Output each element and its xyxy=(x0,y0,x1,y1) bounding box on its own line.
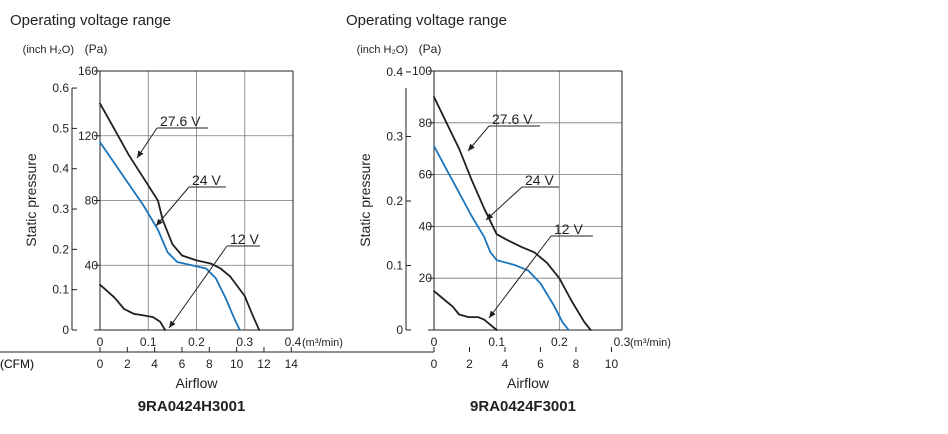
x-tick-label-m3min: 0.4 xyxy=(285,335,302,349)
x-tick-label-cfm: 0 xyxy=(431,357,438,371)
curve-label: 27.6 V xyxy=(492,111,533,127)
callout-leader xyxy=(168,245,228,329)
y-tick-label-inch: 0 xyxy=(396,323,403,337)
series-line-12v xyxy=(433,290,498,331)
y-tick-label-pa: 100 xyxy=(412,64,432,78)
callout-leader xyxy=(155,186,190,227)
x-tick-label-cfm: 10 xyxy=(605,357,619,371)
curve-label: 27.6 V xyxy=(160,113,201,129)
callout-arrowhead xyxy=(156,218,163,226)
y-tick-label-pa: 80 xyxy=(85,194,99,208)
curve-label: 12 V xyxy=(554,221,583,237)
x-tick-label-cfm: 10 xyxy=(230,357,244,371)
callout-leader xyxy=(485,186,523,221)
callout-arrowhead xyxy=(137,150,144,158)
y-tick-label-inch: 0.1 xyxy=(52,283,69,297)
x-tick-label-m3min: 0.2 xyxy=(188,335,205,349)
series-line-24v xyxy=(99,141,241,331)
x-tick-label-cfm: 6 xyxy=(179,357,186,371)
series-line-12v xyxy=(99,283,167,331)
y-tick-label-inch: 0.1 xyxy=(386,258,403,272)
x-tick-label-cfm: 8 xyxy=(206,357,213,371)
y-tick-label-pa: 120 xyxy=(78,129,98,143)
y-tick-label-inch: 0.5 xyxy=(52,121,69,135)
y-unit-inch: (inch H₂O) xyxy=(357,44,408,56)
curve-label: 24 V xyxy=(525,172,554,188)
chart-title: Operating voltage range xyxy=(346,12,507,29)
y-tick-label-pa: 60 xyxy=(419,168,433,182)
x-tick-label-cfm: 12 xyxy=(257,357,271,371)
y-tick-label-inch: 0.6 xyxy=(52,81,69,95)
x-axis-title: Airflow xyxy=(507,375,550,391)
series-line-276v xyxy=(99,102,261,331)
chart-2: Operating voltage range(inch H₂O) (Pa)204… xyxy=(0,12,671,415)
x-tick-label-cfm: 14 xyxy=(285,357,299,371)
callout-arrowhead xyxy=(489,310,496,318)
y-tick-label-pa: 40 xyxy=(85,258,99,272)
x-tick-label-m3min: 0 xyxy=(97,335,104,349)
x-tick-label-m3min: 0.1 xyxy=(488,335,505,349)
y-tick-label-inch: 0.4 xyxy=(386,65,403,79)
x-tick-label-cfm: 0 xyxy=(97,357,104,371)
chart-title: Operating voltage range xyxy=(10,12,171,29)
x-tick-label-m3min: 0.2 xyxy=(551,335,568,349)
x-tick-label-m3min: 0.3 xyxy=(614,335,631,349)
y-axis-title: Static pressure xyxy=(357,153,373,247)
curve-label: 12 V xyxy=(230,231,259,247)
x-tick-label-cfm: 4 xyxy=(151,357,158,371)
y-tick-label-inch: 0.2 xyxy=(386,194,403,208)
x-tick-label-cfm: 4 xyxy=(502,357,509,371)
y-tick-label-pa: 80 xyxy=(419,116,433,130)
x-tick-label-m3min: 0 xyxy=(431,335,438,349)
y-unit-inch: (inch H₂O) xyxy=(23,44,74,56)
y-tick-label-inch: 0.3 xyxy=(386,129,403,143)
y-tick-label-inch: 0 xyxy=(62,323,69,337)
x-unit-cfm: (CFM) xyxy=(0,357,34,371)
x-tick-label-cfm: 2 xyxy=(124,357,131,371)
x-axis-title: Airflow xyxy=(175,375,218,391)
callout-arrowhead xyxy=(468,143,475,151)
model-name: 9RA0424F3001 xyxy=(470,398,576,415)
y-unit-pa: (Pa) xyxy=(419,42,442,56)
y-axis-title: Static pressure xyxy=(23,153,39,247)
series-line-276v xyxy=(433,96,592,331)
y-tick-label-inch: 0.3 xyxy=(52,202,69,216)
curve-label: 24 V xyxy=(192,172,221,188)
y-unit-pa: (Pa) xyxy=(85,42,108,56)
y-tick-label-inch: 0.2 xyxy=(52,242,69,256)
x-tick-label-cfm: 8 xyxy=(573,357,580,371)
x-unit-m3min: (m³/min) xyxy=(630,337,671,349)
y-tick-label-pa: 160 xyxy=(78,64,98,78)
callout-leader xyxy=(488,235,552,319)
callout-arrowhead xyxy=(486,213,494,220)
x-tick-label-m3min: 0.3 xyxy=(236,335,253,349)
x-unit-cfm: (CFM) xyxy=(0,357,34,371)
x-unit-m3min: (m³/min) xyxy=(302,337,343,349)
x-tick-label-cfm: 2 xyxy=(466,357,473,371)
chart-1: Operating voltage range(inch H₂O) (Pa)408… xyxy=(0,12,343,415)
y-tick-label-pa: 40 xyxy=(419,219,433,233)
y-tick-label-pa: 20 xyxy=(419,271,433,285)
model-name: 9RA0424H3001 xyxy=(138,398,246,415)
x-tick-label-m3min: 0.1 xyxy=(140,335,157,349)
callout-arrowhead xyxy=(169,320,176,328)
y-tick-label-inch: 0.4 xyxy=(52,162,69,176)
x-tick-label-cfm: 6 xyxy=(537,357,544,371)
series-line-24v xyxy=(433,145,570,331)
